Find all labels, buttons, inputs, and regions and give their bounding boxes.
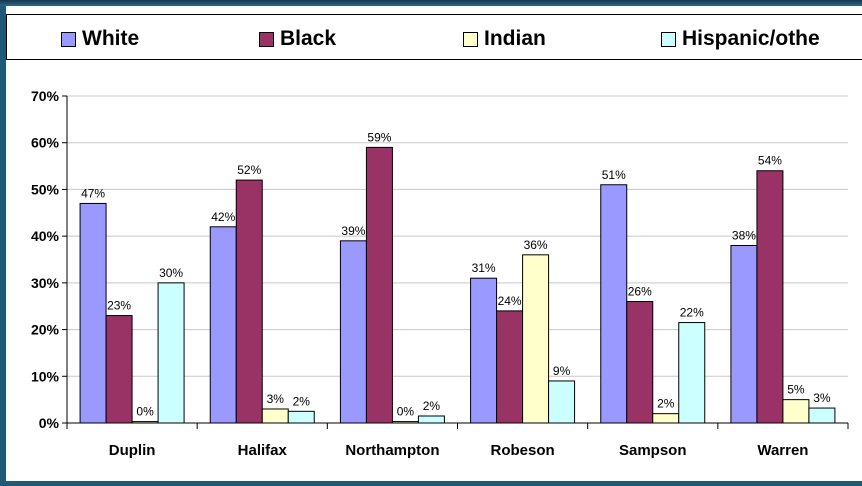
x-tick-label: Duplin [109,442,156,459]
bar [391,421,419,424]
legend-item-indian: Indian [463,27,546,50]
data-label: 3% [267,392,285,406]
data-label: 24% [498,294,522,308]
bar [287,410,315,424]
bar [157,282,185,424]
y-tick-label: 60% [31,135,60,151]
y-tick-label: 0% [39,415,60,431]
data-label: 22% [680,306,704,320]
data-label: 39% [341,224,365,238]
data-label: 2% [657,397,675,411]
legend-label-white: White [82,27,140,50]
y-tick-label: 50% [31,181,60,197]
legend-label-indian: Indian [484,27,546,50]
data-label: 23% [107,299,131,313]
legend-item-white: White [61,27,140,50]
bar [652,413,680,424]
x-tick-label: Northampton [345,442,439,459]
legend-item-black: Black [259,27,337,50]
bar [79,202,107,424]
data-label: 3% [813,391,831,405]
legend-swatch-hispanic [661,31,676,47]
bar [235,179,263,424]
bar [365,146,393,424]
bar [626,301,654,424]
data-label: 51% [602,168,626,182]
y-tick-label: 10% [31,368,60,384]
data-label: 42% [211,210,235,224]
data-label: 0% [397,405,415,419]
data-label: 36% [524,238,548,252]
data-label: 2% [423,399,441,413]
chart-panel: White Black Indian Hispanic/othe 0% 10% 20… [6,6,862,481]
bar [600,184,628,424]
data-label: 30% [159,266,183,280]
data-label: 5% [787,383,805,397]
chart-area: 0% 10% 20% 30% 40% 50% 60% 70% 47% 23% 0% 30% Duplin… [6,76,862,481]
legend-label-black: Black [280,27,337,50]
data-label: 59% [367,130,391,144]
y-tick-label: 70% [31,88,60,104]
bar-chart: 0% 10% 20% 30% 40% 50% 60% 70% 47% 23% 0% 30% Duplin… [31,88,849,459]
data-label: 9% [553,364,571,378]
bar [756,170,784,424]
chart-legend: White Black Indian Hispanic/othe [6,14,862,60]
bar [131,421,159,424]
data-label: 52% [237,163,261,177]
legend-item-hispanic: Hispanic/othe [661,27,820,50]
x-tick-label: Halifax [238,442,288,459]
legend-swatch-black [259,31,274,47]
bar [548,380,576,424]
bar [209,226,237,424]
bar [496,310,524,424]
legend-swatch-white [61,31,76,47]
y-tick-label: 30% [31,275,60,291]
legend-swatch-indian [463,31,478,47]
bar [470,277,498,424]
data-label: 0% [136,405,154,419]
window-top-strip [0,0,862,6]
y-tick-label: 20% [31,322,60,338]
data-label: 31% [472,261,496,275]
data-label: 54% [758,154,782,168]
x-tick-label: Sampson [619,442,687,459]
y-tick-label: 40% [31,228,60,244]
bar [339,240,367,424]
bar [105,315,133,424]
legend-label-hispanic: Hispanic/othe [682,27,820,50]
bar [782,399,810,424]
data-label: 2% [293,394,311,408]
data-label: 38% [732,228,756,242]
bar [417,415,445,424]
bar [261,408,289,424]
data-label: 26% [628,285,652,299]
bar [730,244,758,424]
data-label: 47% [81,186,105,200]
bar [522,254,550,424]
x-tick-label: Robeson [490,442,554,459]
bar [808,407,836,424]
bar [678,322,706,424]
x-tick-label: Warren [757,442,808,459]
